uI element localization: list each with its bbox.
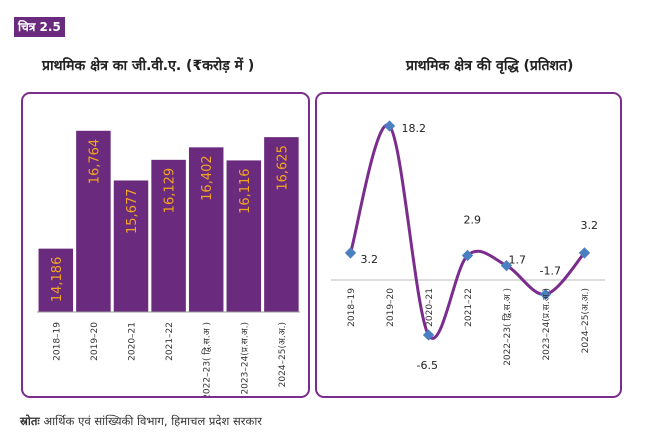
bar-chart-title: प्राथमिक क्षेत्र का जी.वी.ए. (₹करोड़ में… (42, 58, 255, 74)
bar-value-label: 14,186 (50, 257, 65, 303)
source-label: स्रोतः (20, 414, 40, 428)
bar-4 (151, 159, 186, 312)
bar-1 (38, 248, 74, 312)
x-tick-label: 2023–24(प्र.स.अ.) (240, 322, 250, 395)
x-tick-label: 2020–21 (425, 288, 435, 327)
x-tick-label: 2022–23( द्वि.स.अ ) (501, 288, 513, 366)
x-tick-label: 2018–19 (347, 288, 357, 327)
data-value-label: -6.5 (417, 359, 438, 372)
bar-5 (188, 147, 224, 312)
bar-value-label: 16,625 (275, 145, 290, 191)
line-chart-panel: 3.2 18.2 -6.5 2.9 1.7 -1.7 3.2 2018–19 2019–20 20… (315, 92, 622, 398)
x-tick-label: 2023–24(प्र.स.अ.) (542, 288, 552, 361)
x-tick-label: 2024–25(अ.अ.) (278, 322, 288, 387)
x-tick-label: 2019–20 (90, 322, 100, 361)
x-tick-label: 2021–22 (464, 288, 474, 327)
line-chart-title: प्राथमिक क्षेत्र की वृद्धि (प्रतिशत) (406, 58, 574, 74)
data-point-4 (461, 249, 474, 262)
figure-label: चित्र 2.5 (14, 17, 65, 37)
data-point-1 (344, 247, 357, 259)
bar-6 (226, 160, 262, 312)
x-tick-label: 2020–21 (128, 322, 138, 361)
data-value-label: 18.2 (402, 122, 427, 135)
data-point-5 (500, 259, 513, 272)
data-point-7 (578, 247, 591, 259)
bar-value-label: 15,677 (125, 188, 140, 234)
source-text: आर्थिक एवं सांख्यिकी विभाग, हिमाचल प्रदे… (43, 414, 263, 428)
x-tick-label: 2019–20 (386, 288, 396, 327)
x-tick-label: 2022–23( द्वि.स.अ ) (201, 322, 213, 396)
source-note: स्रोतः आर्थिक एवं सांख्यिकी विभाग, हिमाच… (20, 414, 262, 429)
bar-chart: 14,186 16,764 15,677 16,129 16,402 16,116 16,6… (37, 130, 301, 396)
bar-chart-panel: 14,186 16,764 15,677 16,129 16,402 16,116 16,6… (21, 92, 310, 398)
bar-value-label: 16,116 (238, 168, 253, 214)
bar-value-label: 16,402 (200, 155, 215, 201)
bar-7 (264, 137, 299, 312)
line-chart: 3.2 18.2 -6.5 2.9 1.7 -1.7 3.2 2018–19 2019–20 20… (331, 120, 605, 372)
bar-value-label: 16,764 (87, 139, 102, 185)
data-point-2 (383, 120, 396, 132)
data-value-label: 2.9 (464, 213, 482, 226)
data-value-label: 1.7 (509, 254, 527, 267)
bar-value-label: 16,129 (163, 168, 178, 214)
data-value-label: -1.7 (540, 264, 561, 277)
data-value-label: 3.2 (361, 253, 379, 266)
x-tick-label: 2024–25(अ.अ.) (581, 288, 591, 353)
x-tick-label: 2021–22 (165, 322, 175, 361)
x-tick-label: 2018–19 (52, 322, 62, 361)
bar-3 (113, 180, 149, 312)
data-value-label: 3.2 (581, 219, 599, 232)
bar-2 (76, 130, 111, 312)
data-point-6 (539, 288, 552, 301)
